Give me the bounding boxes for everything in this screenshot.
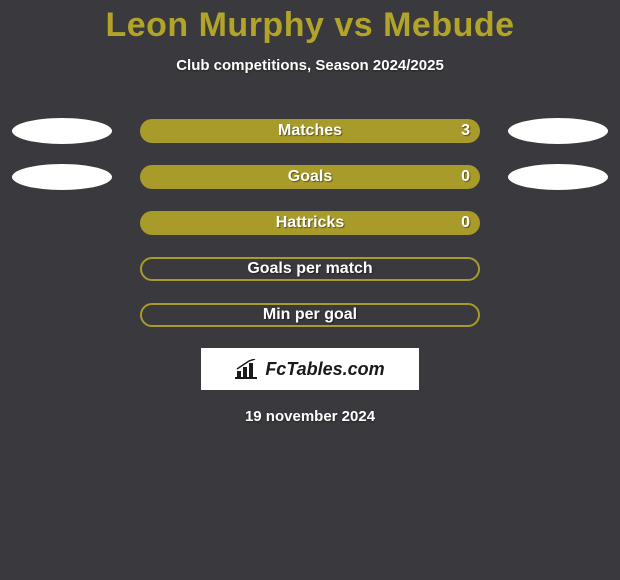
brand-text: FcTables.com bbox=[265, 359, 384, 380]
comparison-chart: Matches3 Goals0 Hattricks0 Goals per match M… bbox=[0, 118, 620, 328]
brand-box: FcTables.com bbox=[201, 348, 419, 390]
chart-row: Matches3 bbox=[0, 118, 620, 144]
chart-row: Min per goal bbox=[0, 302, 620, 328]
chart-row: Goals0 bbox=[0, 164, 620, 190]
title-player1: Leon Murphy bbox=[105, 6, 324, 44]
stat-bar bbox=[140, 211, 480, 235]
title-separator: vs bbox=[334, 6, 373, 44]
date-label: 19 november 2024 bbox=[0, 408, 620, 425]
player1-marker bbox=[12, 164, 112, 190]
player1-marker bbox=[12, 118, 112, 144]
stat-bar bbox=[140, 119, 480, 143]
chart-row: Goals per match bbox=[0, 256, 620, 282]
subtitle: Club competitions, Season 2024/2025 bbox=[0, 57, 620, 74]
page-root: Leon Murphy vs Mebude Club competitions,… bbox=[0, 0, 620, 580]
title-player2: Mebude bbox=[383, 6, 514, 44]
stat-bar-empty bbox=[140, 303, 480, 327]
player2-marker bbox=[508, 118, 608, 144]
stat-bar bbox=[140, 165, 480, 189]
player2-marker bbox=[508, 164, 608, 190]
page-title: Leon Murphy vs Mebude bbox=[0, 0, 620, 45]
chart-row: Hattricks0 bbox=[0, 210, 620, 236]
bar-chart-icon bbox=[235, 359, 259, 379]
stat-bar-empty bbox=[140, 257, 480, 281]
brand-inner: FcTables.com bbox=[235, 359, 384, 380]
